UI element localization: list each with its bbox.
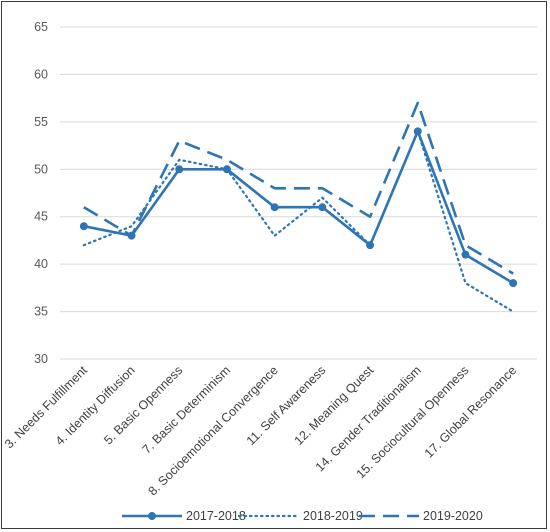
data-point-2017-2018-9 bbox=[509, 279, 518, 288]
x-category-label: 7. Basic Determinism bbox=[140, 363, 233, 456]
x-category-label: 3. Needs Fulfillment bbox=[2, 363, 90, 451]
x-category-label: 17. Global Resonance bbox=[422, 363, 519, 460]
y-tick-label: 45 bbox=[34, 210, 48, 224]
series-line-2017-2018 bbox=[83, 130, 514, 285]
legend-label: 2017-2018 bbox=[186, 509, 246, 523]
data-point-2017-2018-5 bbox=[318, 203, 327, 212]
data-point-2017-2018-6 bbox=[366, 241, 375, 250]
x-category-label: 12. Meaning Quest bbox=[292, 363, 377, 448]
legend-label: 2018-2019 bbox=[303, 509, 363, 523]
data-point-2017-2018-2 bbox=[175, 165, 184, 174]
data-point-2017-2018-4 bbox=[270, 203, 279, 212]
y-tick-label: 55 bbox=[34, 115, 48, 129]
y-tick-label: 35 bbox=[34, 305, 48, 319]
series-lines bbox=[79, 101, 518, 313]
y-tick-label: 50 bbox=[34, 162, 48, 176]
y-tick-label: 60 bbox=[34, 67, 48, 81]
data-point-2017-2018-0 bbox=[79, 222, 88, 231]
data-point-2017-2018-3 bbox=[222, 165, 231, 174]
data-point-2017-2018-7 bbox=[413, 127, 422, 136]
y-axis-tick-labels: 30 35 40 45 50 55 60 65 bbox=[34, 20, 48, 366]
gridlines bbox=[60, 26, 537, 360]
series-line-2018-2019 bbox=[82, 130, 515, 313]
x-category-label: 4. Identity Diffusion bbox=[53, 363, 138, 448]
y-tick-label: 30 bbox=[34, 352, 48, 366]
data-point-2017-2018-8 bbox=[461, 250, 470, 259]
series-line-2019-2020 bbox=[83, 101, 514, 275]
legend: 2017-2018 2018-2019 2019-2020 bbox=[122, 509, 483, 523]
x-category-label: 11. Self Awareness bbox=[244, 363, 329, 448]
legend-marker-2017-2018 bbox=[148, 512, 156, 520]
y-tick-label: 65 bbox=[34, 20, 48, 34]
data-point-2017-2018-1 bbox=[127, 231, 136, 240]
y-tick-label: 40 bbox=[34, 257, 48, 271]
legend-label: 2019-2020 bbox=[423, 509, 483, 523]
